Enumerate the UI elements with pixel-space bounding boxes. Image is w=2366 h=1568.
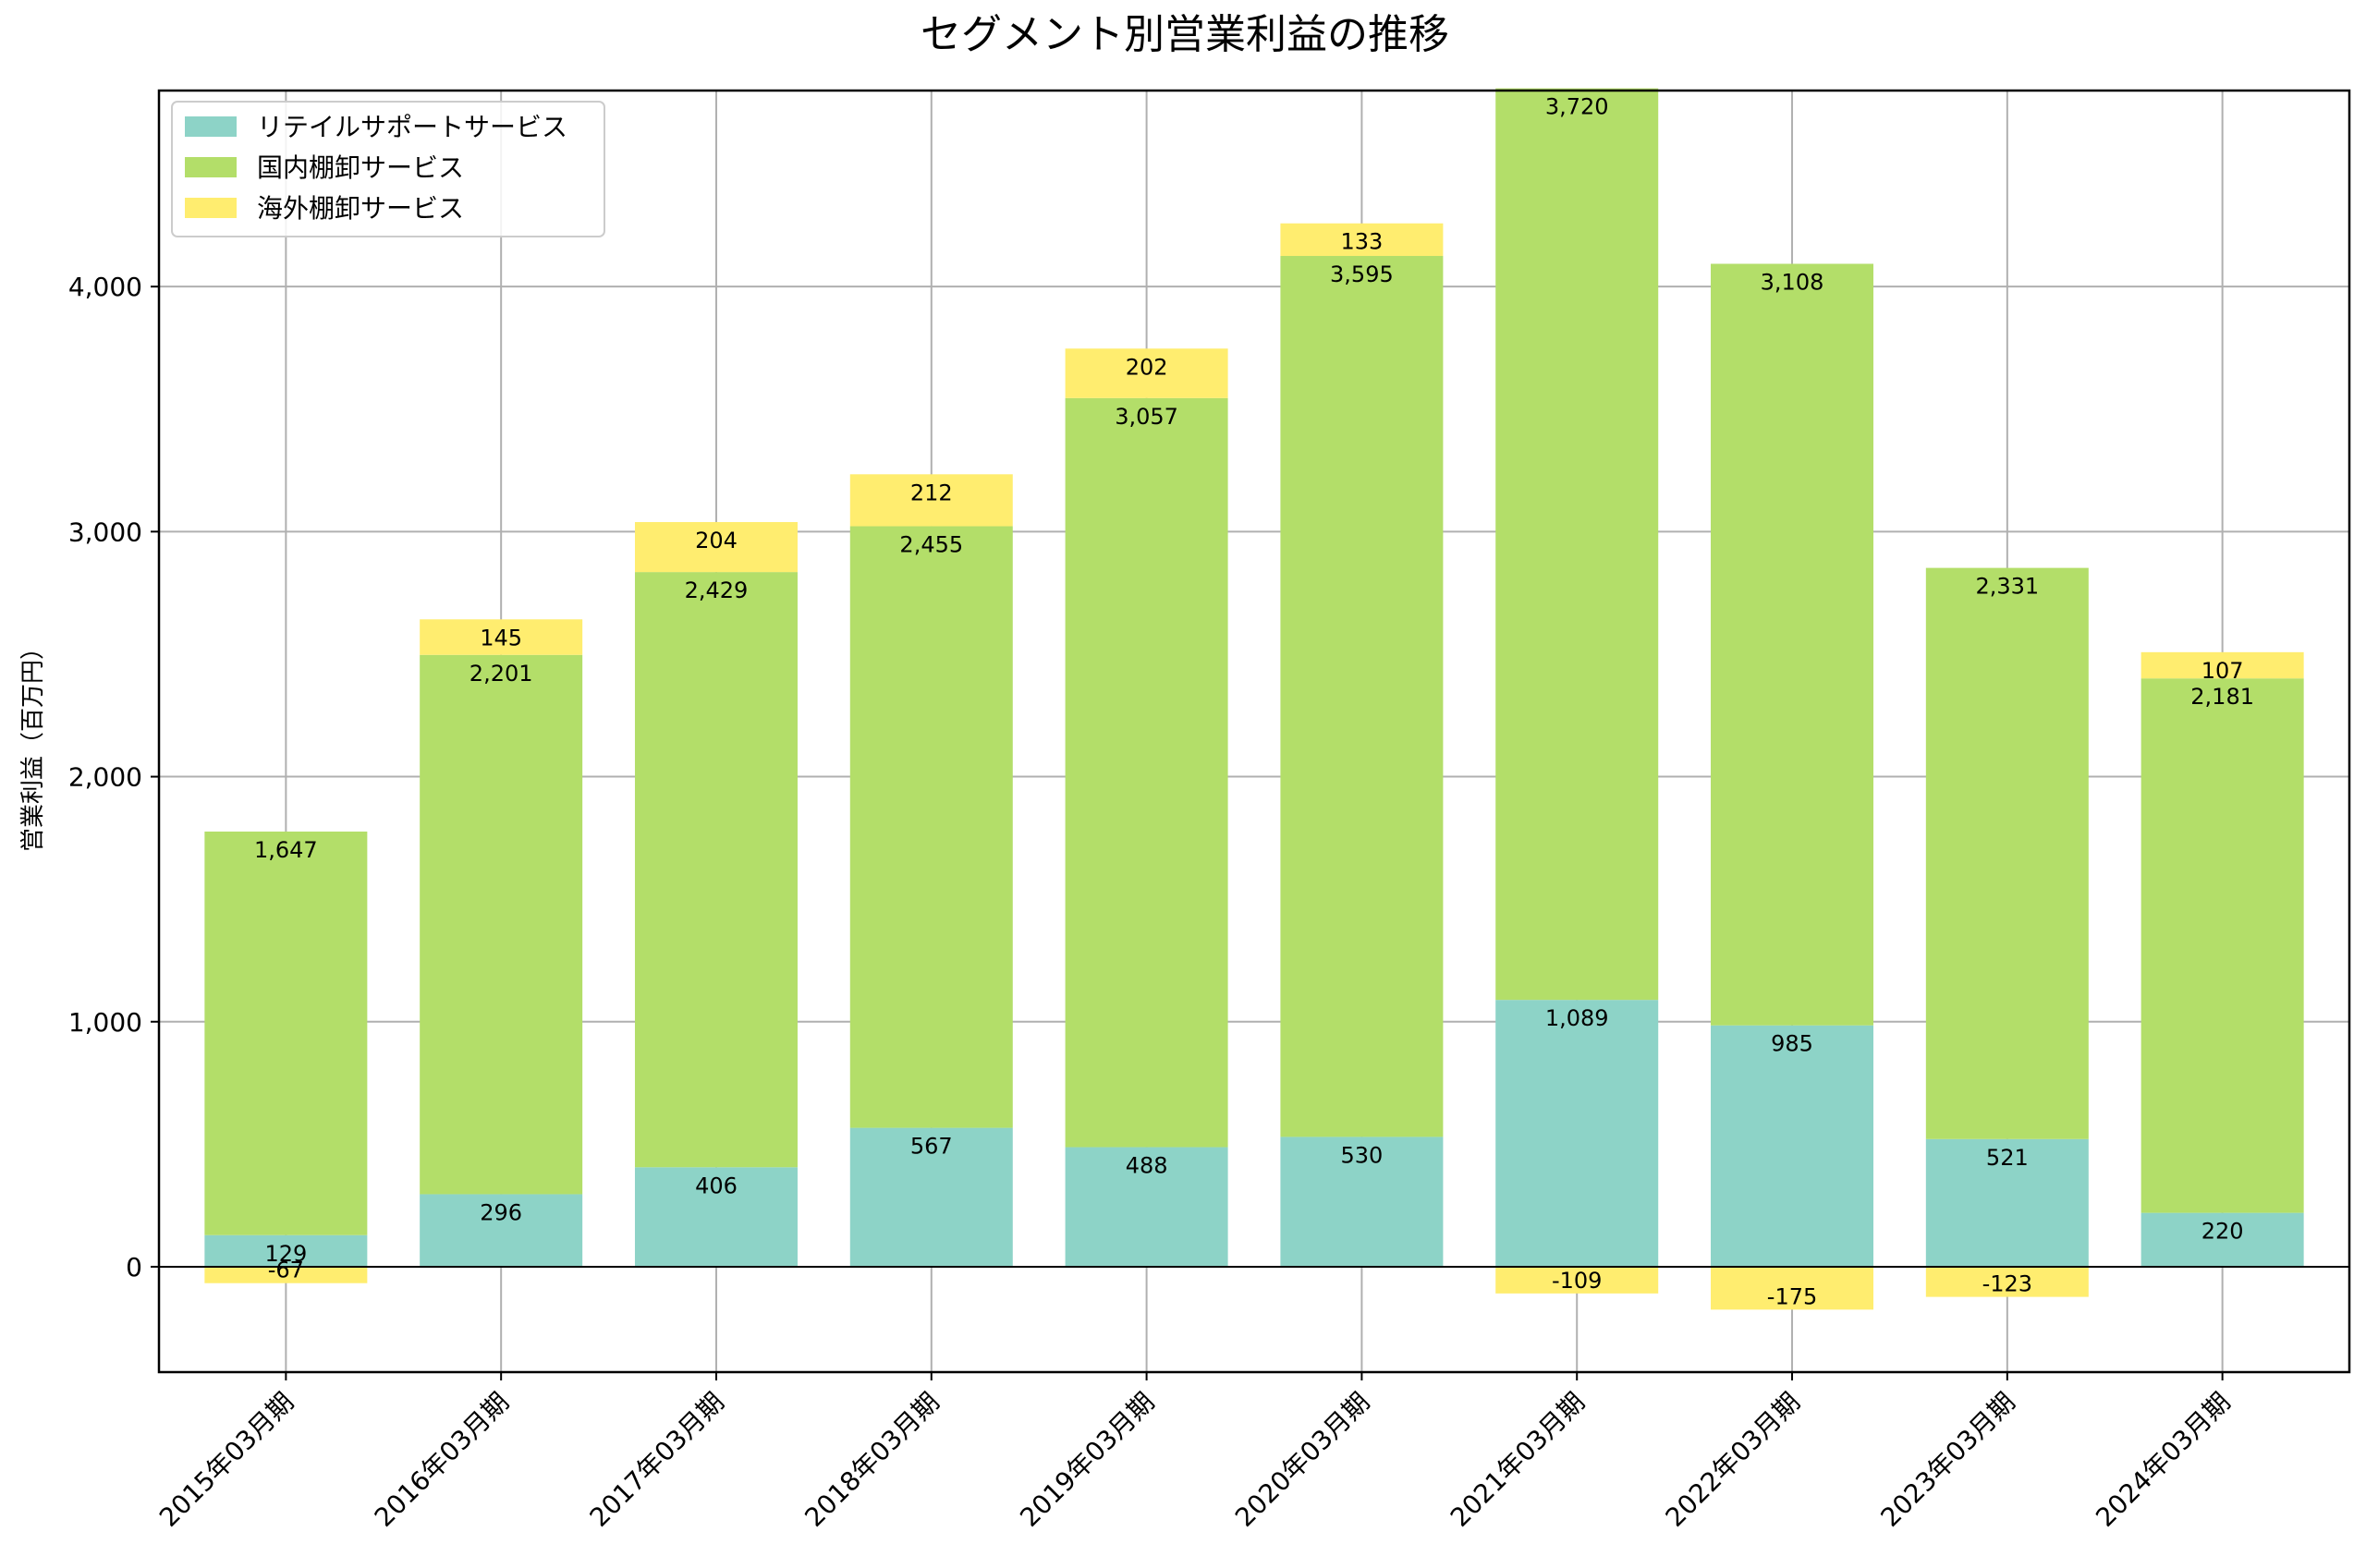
bar-segment (2140, 678, 2304, 1213)
data-label: 406 (695, 1173, 738, 1198)
legend-swatch (185, 157, 237, 177)
bar-segment (1495, 1266, 1659, 1294)
data-label: 2,181 (2190, 684, 2254, 710)
data-label: 145 (480, 625, 522, 650)
bar-segment (1495, 88, 1659, 1001)
x-tick-label: 2016年03月期 (369, 1387, 515, 1533)
x-tick-label: 2024年03月期 (2090, 1387, 2236, 1533)
data-label: 3,057 (1115, 404, 1178, 430)
bar-segment (634, 572, 798, 1168)
bar-segment (634, 1167, 798, 1267)
data-label: 3,108 (1761, 269, 1824, 295)
legend-swatch (185, 198, 237, 218)
data-label: 2,455 (899, 532, 963, 558)
bar-segment (1280, 1136, 1444, 1267)
x-tick-label: 2015年03月期 (153, 1387, 299, 1533)
data-label: 521 (1986, 1145, 2029, 1171)
y-tick-label: 4,000 (68, 272, 142, 302)
data-label: -123 (1982, 1271, 2032, 1297)
legend-label: 国内棚卸サービス (257, 152, 464, 183)
bar-segment (1065, 397, 1228, 1148)
bar-segment (1711, 263, 1874, 1026)
x-tick-label: 2020年03月期 (1229, 1387, 1375, 1533)
bar-segment (420, 654, 583, 1195)
bar-segment (204, 1234, 368, 1267)
y-tick-label: 0 (126, 1252, 142, 1282)
data-label: 107 (2201, 658, 2244, 684)
bar-segment (420, 619, 583, 655)
bar-segment (1065, 348, 1228, 398)
x-tick-label: 2019年03月期 (1014, 1387, 1160, 1533)
bar-segment (1925, 1138, 2089, 1267)
data-label: 1,647 (254, 837, 318, 863)
data-label: 202 (1126, 354, 1168, 380)
legend-label: リテイルサポートサービス (257, 112, 567, 142)
bar-segment (1925, 567, 2089, 1139)
data-label: -109 (1552, 1268, 1602, 1294)
bar-segment (1495, 1000, 1659, 1267)
y-tick-label: 1,000 (68, 1007, 142, 1038)
data-label: 3,595 (1330, 261, 1394, 287)
y-tick-label: 3,000 (68, 517, 142, 547)
bar-segment (2140, 1212, 2304, 1267)
legend-label: 海外棚卸サービス (257, 193, 464, 224)
data-label: -67 (268, 1258, 304, 1283)
x-tick-label: 2018年03月期 (799, 1387, 945, 1533)
data-label: 133 (1340, 229, 1383, 255)
bar-segment (204, 831, 368, 1235)
x-tick-label: 2021年03月期 (1445, 1387, 1591, 1533)
bar-segment (2140, 651, 2304, 679)
data-label: 2,331 (1975, 574, 2039, 600)
data-label: 212 (910, 480, 953, 505)
bar-segment (1065, 1147, 1228, 1267)
bar-segment (1711, 1266, 1874, 1310)
bar-segment (204, 1266, 368, 1283)
x-tick-label: 2023年03月期 (1874, 1387, 2020, 1533)
data-label: 567 (910, 1134, 953, 1160)
data-label: 2,429 (685, 577, 749, 603)
data-label: 1,089 (1545, 1005, 1609, 1031)
data-label: 220 (2201, 1219, 2244, 1245)
data-label: 3,720 (1545, 94, 1609, 120)
y-tick-label: 2,000 (68, 762, 142, 793)
bar-segment (1280, 256, 1444, 1137)
data-label: -175 (1767, 1283, 1817, 1309)
data-label: 530 (1340, 1142, 1383, 1168)
bar-segment (849, 1127, 1013, 1267)
bar-segment (634, 522, 798, 573)
bar-segment (849, 526, 1013, 1128)
legend-swatch (185, 116, 237, 137)
x-tick-label: 2022年03月期 (1660, 1387, 1806, 1533)
plot-frame (157, 89, 2351, 1374)
bar-segment (849, 474, 1013, 527)
bar-segment (1925, 1266, 2089, 1297)
bars-group (204, 88, 2304, 1310)
bar-segment (420, 1194, 583, 1267)
chart-title: セグメント別営業利益の推移 (921, 11, 1449, 58)
data-label: 488 (1126, 1153, 1168, 1179)
y-axis-label: 営業利益（百万円） (19, 636, 47, 852)
legend-box (171, 101, 605, 237)
data-labels-group: 129 1,647 -67 296 2,201 145 406 2,429 204 567 2,45… (254, 94, 2254, 1310)
data-label: 296 (480, 1199, 522, 1225)
bar-segment (1711, 1025, 1874, 1267)
data-label: 204 (695, 528, 738, 553)
data-label: 129 (264, 1241, 307, 1267)
data-label: 2,201 (470, 661, 533, 687)
bar-segment (1280, 223, 1444, 257)
x-tick-label: 2017年03月期 (584, 1387, 730, 1533)
data-label: 985 (1771, 1031, 1813, 1057)
